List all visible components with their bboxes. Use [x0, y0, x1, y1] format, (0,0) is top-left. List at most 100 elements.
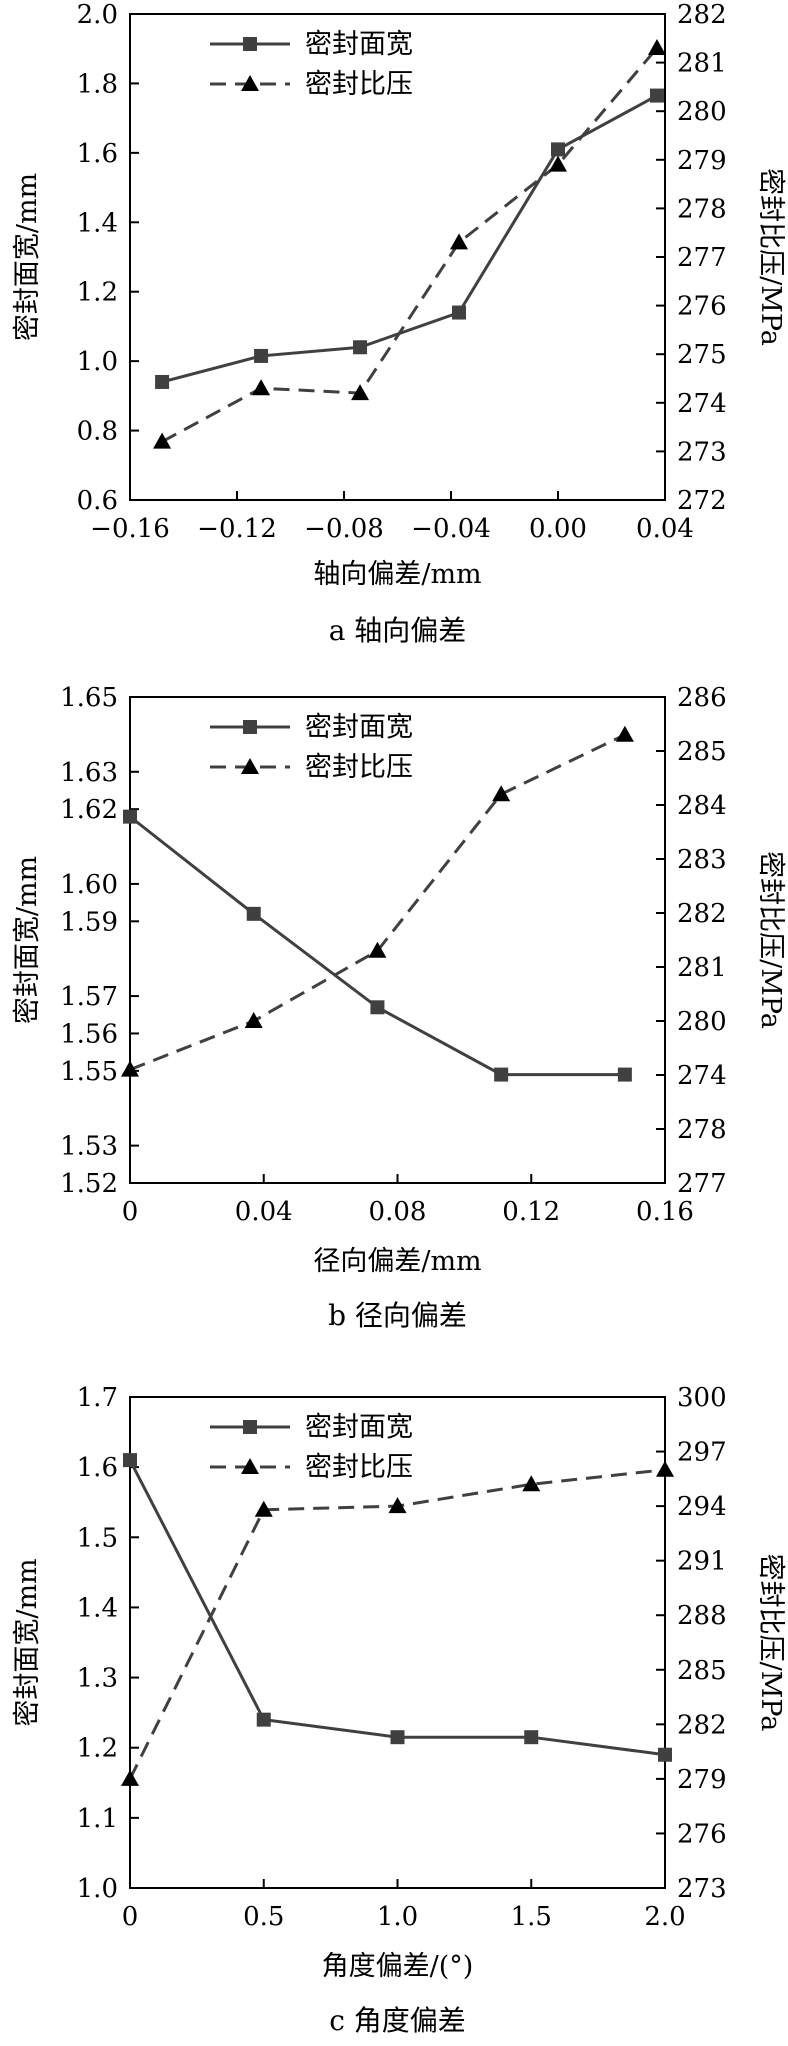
y-right-tick-label: 282 — [677, 899, 727, 929]
data-point-square — [254, 348, 269, 363]
panel-caption: b 径向偏差 — [328, 1299, 467, 1332]
y-right-tick-label: 300 — [677, 1383, 727, 1413]
y-left-tick-label: 1.7 — [77, 1383, 118, 1413]
legend-marker-triangle — [241, 758, 259, 774]
legend-marker-square — [243, 1420, 257, 1434]
data-point-triangle — [647, 39, 666, 56]
x-axis-label: 轴向偏差/mm — [313, 559, 481, 590]
y-left-tick-label: 1.4 — [77, 208, 118, 238]
y-right-tick-label: 276 — [677, 292, 727, 322]
panel-caption: c 角度偏差 — [329, 2004, 466, 2037]
y-right-axis-label: 密封比压/MPa — [755, 168, 786, 346]
x-tick-label: 0.00 — [529, 514, 587, 544]
y-left-tick-label: 1.52 — [60, 1169, 118, 1199]
y-right-tick-label: 281 — [677, 49, 727, 79]
x-tick-label: 0.04 — [235, 1197, 293, 1227]
x-tick-label: 1.0 — [377, 1902, 418, 1932]
data-point-square — [123, 809, 137, 824]
x-tick-label: 0.16 — [636, 1197, 694, 1227]
data-point-square — [353, 340, 368, 355]
y-right-tick-label: 277 — [677, 243, 727, 273]
data-point-triangle — [153, 432, 172, 449]
data-point-triangle — [450, 233, 469, 250]
y-right-tick-label: 282 — [677, 0, 727, 30]
y-left-tick-label: 1.65 — [60, 683, 118, 713]
chart-panel-b: 0 0.04 0.08 0.12 0.16 1.52 1.53 1.55 1.56 1.57 1.5… — [12, 683, 786, 1332]
x-tick-label: 0.08 — [369, 1197, 427, 1227]
data-point-square — [494, 1067, 509, 1082]
y-right-tick-label: 294 — [677, 1492, 727, 1522]
y-right-tick-label: 276 — [677, 1819, 727, 1849]
y-left-tick-label: 1.2 — [77, 278, 118, 308]
legend-label-1: 密封比压 — [305, 1452, 413, 1483]
y-left-tick-label: 1.56 — [60, 1019, 118, 1049]
y-left-tick-label: 1.2 — [77, 1734, 118, 1764]
x-tick-label: 2.0 — [644, 1902, 685, 1932]
data-point-square — [256, 1712, 271, 1727]
y-left-tick-label: 1.62 — [60, 795, 118, 825]
series-line-1 — [161, 47, 659, 443]
y-right-tick-label: 280 — [677, 1007, 727, 1037]
x-tick-label: 0 — [122, 1902, 139, 1932]
data-point-square — [524, 1730, 539, 1745]
chart-panel-c: 0 0.5 1.0 1.5 2.0 1.0 1.1 1.2 1.3 1.4 1.5 1.6 1.7 273… — [12, 1383, 786, 2037]
y-right-tick-label: 291 — [677, 1547, 727, 1577]
data-point-square — [658, 1747, 672, 1762]
x-tick-label: 0.12 — [502, 1197, 560, 1227]
legend-marker-triangle — [241, 1458, 259, 1474]
y-right-tick-label: 273 — [677, 437, 727, 467]
x-tick-label: −0.08 — [304, 514, 384, 544]
y-right-tick-label: 297 — [677, 1438, 727, 1468]
x-tick-label: −0.12 — [197, 514, 277, 544]
data-point-triangle — [121, 1769, 139, 1786]
x-tick-label: 1.5 — [511, 1902, 552, 1932]
y-left-tick-label: 1.3 — [77, 1664, 118, 1694]
y-right-tick-label: 285 — [677, 737, 727, 767]
legend-label-1: 密封比压 — [305, 752, 413, 783]
y-right-tick-label: 288 — [677, 1601, 727, 1631]
chart-panel-a: −0.16 −0.12 −0.08 −0.04 0.00 0.04 0.6 0.8 1.0 1.2… — [12, 0, 786, 647]
data-point-triangle — [368, 941, 387, 958]
data-point-triangle — [522, 1475, 541, 1492]
legend-label-1: 密封比压 — [305, 69, 413, 100]
data-point-triangle — [492, 785, 511, 802]
data-point-triangle — [656, 1460, 674, 1477]
y-left-axis-label: 密封面宽/mm — [12, 856, 43, 1024]
y-right-tick-label: 280 — [677, 97, 727, 127]
legend-label-0: 密封面宽 — [305, 29, 413, 60]
data-point-triangle — [252, 379, 271, 396]
y-left-tick-label: 1.53 — [60, 1132, 118, 1162]
y-right-tick-label: 282 — [677, 1710, 727, 1740]
y-right-tick-label: 286 — [677, 683, 727, 713]
x-tick-label: −0.16 — [90, 514, 170, 544]
y-left-tick-label: 1.1 — [77, 1804, 118, 1834]
data-point-triangle — [549, 155, 567, 172]
x-tick-label: 0.04 — [636, 514, 694, 544]
y-left-tick-label: 1.6 — [77, 1453, 118, 1483]
y-right-tick-label: 278 — [677, 194, 727, 224]
data-point-triangle — [121, 1060, 139, 1077]
y-left-tick-label: 1.55 — [60, 1057, 118, 1087]
x-axis-label: 角度偏差/(°) — [322, 1951, 474, 1982]
x-tick-label: 0.5 — [243, 1902, 284, 1932]
y-right-tick-label: 274 — [677, 389, 727, 419]
data-point-square — [649, 88, 664, 103]
x-tick-label: −0.04 — [411, 514, 491, 544]
data-point-triangle — [244, 1012, 263, 1028]
y-left-tick-label: 1.63 — [60, 758, 118, 788]
data-point-square — [390, 1730, 405, 1745]
data-point-square — [246, 906, 261, 921]
y-right-axis-label: 密封比压/MPa — [755, 851, 786, 1029]
legend-label-0: 密封面宽 — [305, 712, 413, 743]
x-tick-label: 0 — [122, 1197, 139, 1227]
data-point-triangle — [254, 1500, 273, 1517]
y-left-axis-label: 密封面宽/mm — [12, 173, 43, 341]
y-right-tick-label: 272 — [677, 486, 727, 516]
y-left-tick-label: 1.6 — [77, 139, 118, 169]
x-axis-label: 径向偏差/mm — [313, 1246, 481, 1277]
y-right-tick-label: 274 — [677, 1061, 727, 1091]
y-right-tick-label: 279 — [677, 146, 727, 176]
y-left-tick-label: 1.59 — [60, 907, 118, 937]
y-right-tick-label: 283 — [677, 845, 727, 875]
